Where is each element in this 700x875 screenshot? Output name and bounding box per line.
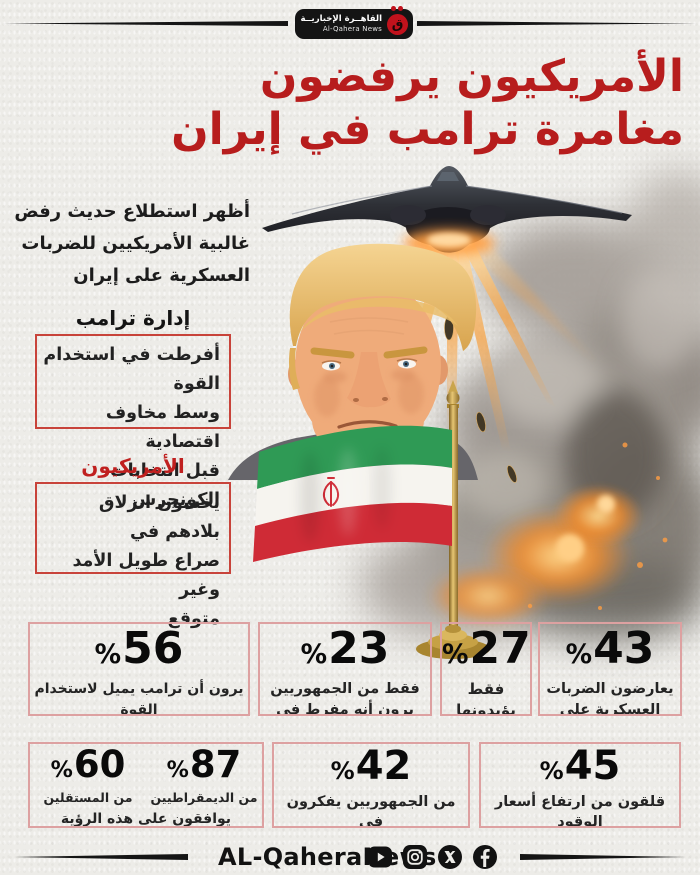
flag-pole — [449, 405, 458, 645]
stat-number: 43 — [593, 623, 655, 674]
header-left-divider — [4, 21, 288, 26]
stat-number: 56 — [122, 623, 184, 674]
cockpit-window — [437, 172, 459, 181]
stat-label-line: يؤيدونها — [456, 701, 516, 716]
percent-sign: % — [442, 639, 469, 670]
stat-label: فقط يؤيدونها — [442, 679, 530, 716]
footer-handle: AL-QaheraNews — [218, 843, 437, 871]
footer-left-divider — [14, 854, 188, 860]
stat-box-excessive-force-56: %56 يرون أن ترامب يميل لاستخدام القوة ال… — [28, 622, 250, 716]
x-icon[interactable] — [438, 845, 462, 869]
title-line-1: الأمريكيون يرفضون — [259, 51, 684, 102]
title-line-2: مغامرة ترامب في إيران — [171, 104, 684, 155]
logo-dot — [398, 6, 403, 11]
stat-number: 87 — [189, 743, 242, 786]
stat-label-line: من المستقلين — [43, 790, 133, 805]
percent-sign: % — [539, 757, 564, 785]
stat-label: قلقون من ارتفاع أسعار الوقود نتيجة التصع… — [481, 792, 679, 828]
stat-box-withdraw-support-42: %42 من الجمهوريين يفكرون في سحب دعمهم إذ… — [272, 742, 470, 828]
frown-mouth — [337, 420, 398, 429]
stat-label-line: العسكرية على إيران — [559, 702, 661, 716]
stat-value: %56 — [30, 625, 248, 679]
stat-label-line: قلقون من ارتفاع أسعار الوقود — [494, 794, 666, 828]
hair — [289, 243, 477, 351]
stat-value: %43 — [540, 625, 680, 679]
stat-label: فقط من الجمهوريين يرون أنه مفرط في القوة — [260, 679, 430, 716]
americans-heading: الأمريكيون — [81, 454, 185, 478]
section-line: متوقع — [167, 609, 220, 629]
header-right-divider — [417, 21, 696, 26]
percent-sign: % — [166, 757, 189, 783]
logo-arabic-name: القاهــرة الإخباريــة — [300, 14, 382, 25]
percent-sign: % — [565, 639, 593, 670]
stat-box-support-27: %27 فقط يؤيدونها — [440, 622, 532, 716]
trump-administration-heading: إدارة ترامب — [75, 306, 191, 330]
stat-label-line: فقط من الجمهوريين — [270, 681, 420, 697]
stat-value: %60 — [30, 745, 146, 790]
stat-number: 60 — [73, 743, 126, 786]
stat-box-republicans-23: %23 فقط من الجمهوريين يرون أنه مفرط في ا… — [258, 622, 432, 716]
stat-number: 27 — [469, 623, 531, 674]
stat-box-democrats-independents: %87 من الديمقراطيين %60 من المستقلين يوا… — [28, 742, 264, 828]
stat-value: %23 — [260, 625, 430, 679]
poll-intro-text: أظهر استطلاع حديث رفض غالبية الأمريكيين … — [10, 196, 250, 292]
section-line: أفرطت في استخدام القوة — [43, 345, 220, 394]
intro-line: أظهر استطلاع حديث رفض — [14, 201, 250, 222]
iran-flag-illustration — [253, 380, 490, 659]
intro-line: العسكرية على إيران — [73, 265, 250, 286]
percent-sign: % — [94, 639, 122, 670]
percent-sign: % — [50, 757, 73, 783]
stat-value: %45 — [481, 745, 679, 792]
section-line: قبل انتخابات الكونجرس — [110, 461, 220, 510]
stat-label: يعارضون الضربات العسكرية على إيران — [540, 679, 680, 716]
independents-column: %60 من المستقلين — [30, 744, 146, 806]
percent-sign: % — [330, 757, 355, 785]
stat-label-line: يرون أنه مفرط في القوة — [276, 702, 414, 716]
flag-emblem — [323, 477, 339, 507]
stat-number: 42 — [355, 743, 412, 789]
stat-value: %42 — [274, 745, 468, 792]
shared-statement: يوافقون على هذه الرؤية — [60, 811, 232, 827]
footer-right-divider — [520, 854, 686, 860]
smoke-shading — [460, 270, 700, 520]
facebook-icon[interactable] — [473, 845, 497, 869]
intro-line: غالبية الأمريكيين للضربات — [21, 233, 250, 254]
stat-label: يرون أن ترامب يميل لاستخدام القوة المفرط… — [30, 679, 248, 716]
youtube-icon[interactable] — [368, 845, 392, 869]
page-title: الأمريكيون يرفضون مغامرة ترامب في إيران — [171, 50, 684, 156]
stat-value: %27 — [442, 625, 530, 679]
stat-label-line: من الجمهوريين يفكرون في — [286, 794, 456, 828]
stat-box-fuel-prices-45: %45 قلقون من ارتفاع أسعار الوقود نتيجة ا… — [479, 742, 681, 828]
trump-administration-box: أفرطت في استخدام القوة وسط مخاوف اقتصادي… — [35, 334, 231, 510]
al-qahera-news-logo: القاهــرة الإخباريــة Al-Qahera News ق — [295, 6, 413, 39]
logo-dot — [391, 6, 396, 11]
stat-number: 23 — [328, 623, 390, 674]
stat-label: من الجمهوريين يفكرون في سحب دعمهم إذا اس… — [274, 792, 468, 828]
nose — [347, 352, 391, 408]
americans-box: يخشون انزلاق بلادهم في صراع طويل الأمد و… — [35, 482, 231, 629]
percent-sign: % — [300, 639, 328, 670]
stat-label-line: من الديمقراطيين — [150, 790, 258, 805]
logo-english-name: Al-Qahera News — [322, 24, 382, 33]
stat-box-oppose-strikes-43: %43 يعارضون الضربات العسكرية على إيران — [538, 622, 682, 716]
section-line: يخشون انزلاق بلادهم في — [98, 493, 220, 542]
instagram-icon[interactable] — [403, 845, 427, 869]
qaf-monogram-icon: ق — [387, 13, 408, 35]
section-line: صراع طويل الأمد وغير — [72, 551, 220, 600]
stat-number: 45 — [564, 743, 621, 789]
democrats-column: %87 من الديمقراطيين — [146, 744, 262, 806]
section-line: وسط مخاوف اقتصادية — [105, 403, 220, 452]
stat-label-line: يرون أن ترامب يميل لاستخدام القوة — [34, 681, 244, 716]
stat-value: %87 — [146, 745, 262, 790]
stat-label-line: يعارضون الضربات — [546, 681, 674, 697]
stat-label-line: فقط — [467, 680, 505, 698]
